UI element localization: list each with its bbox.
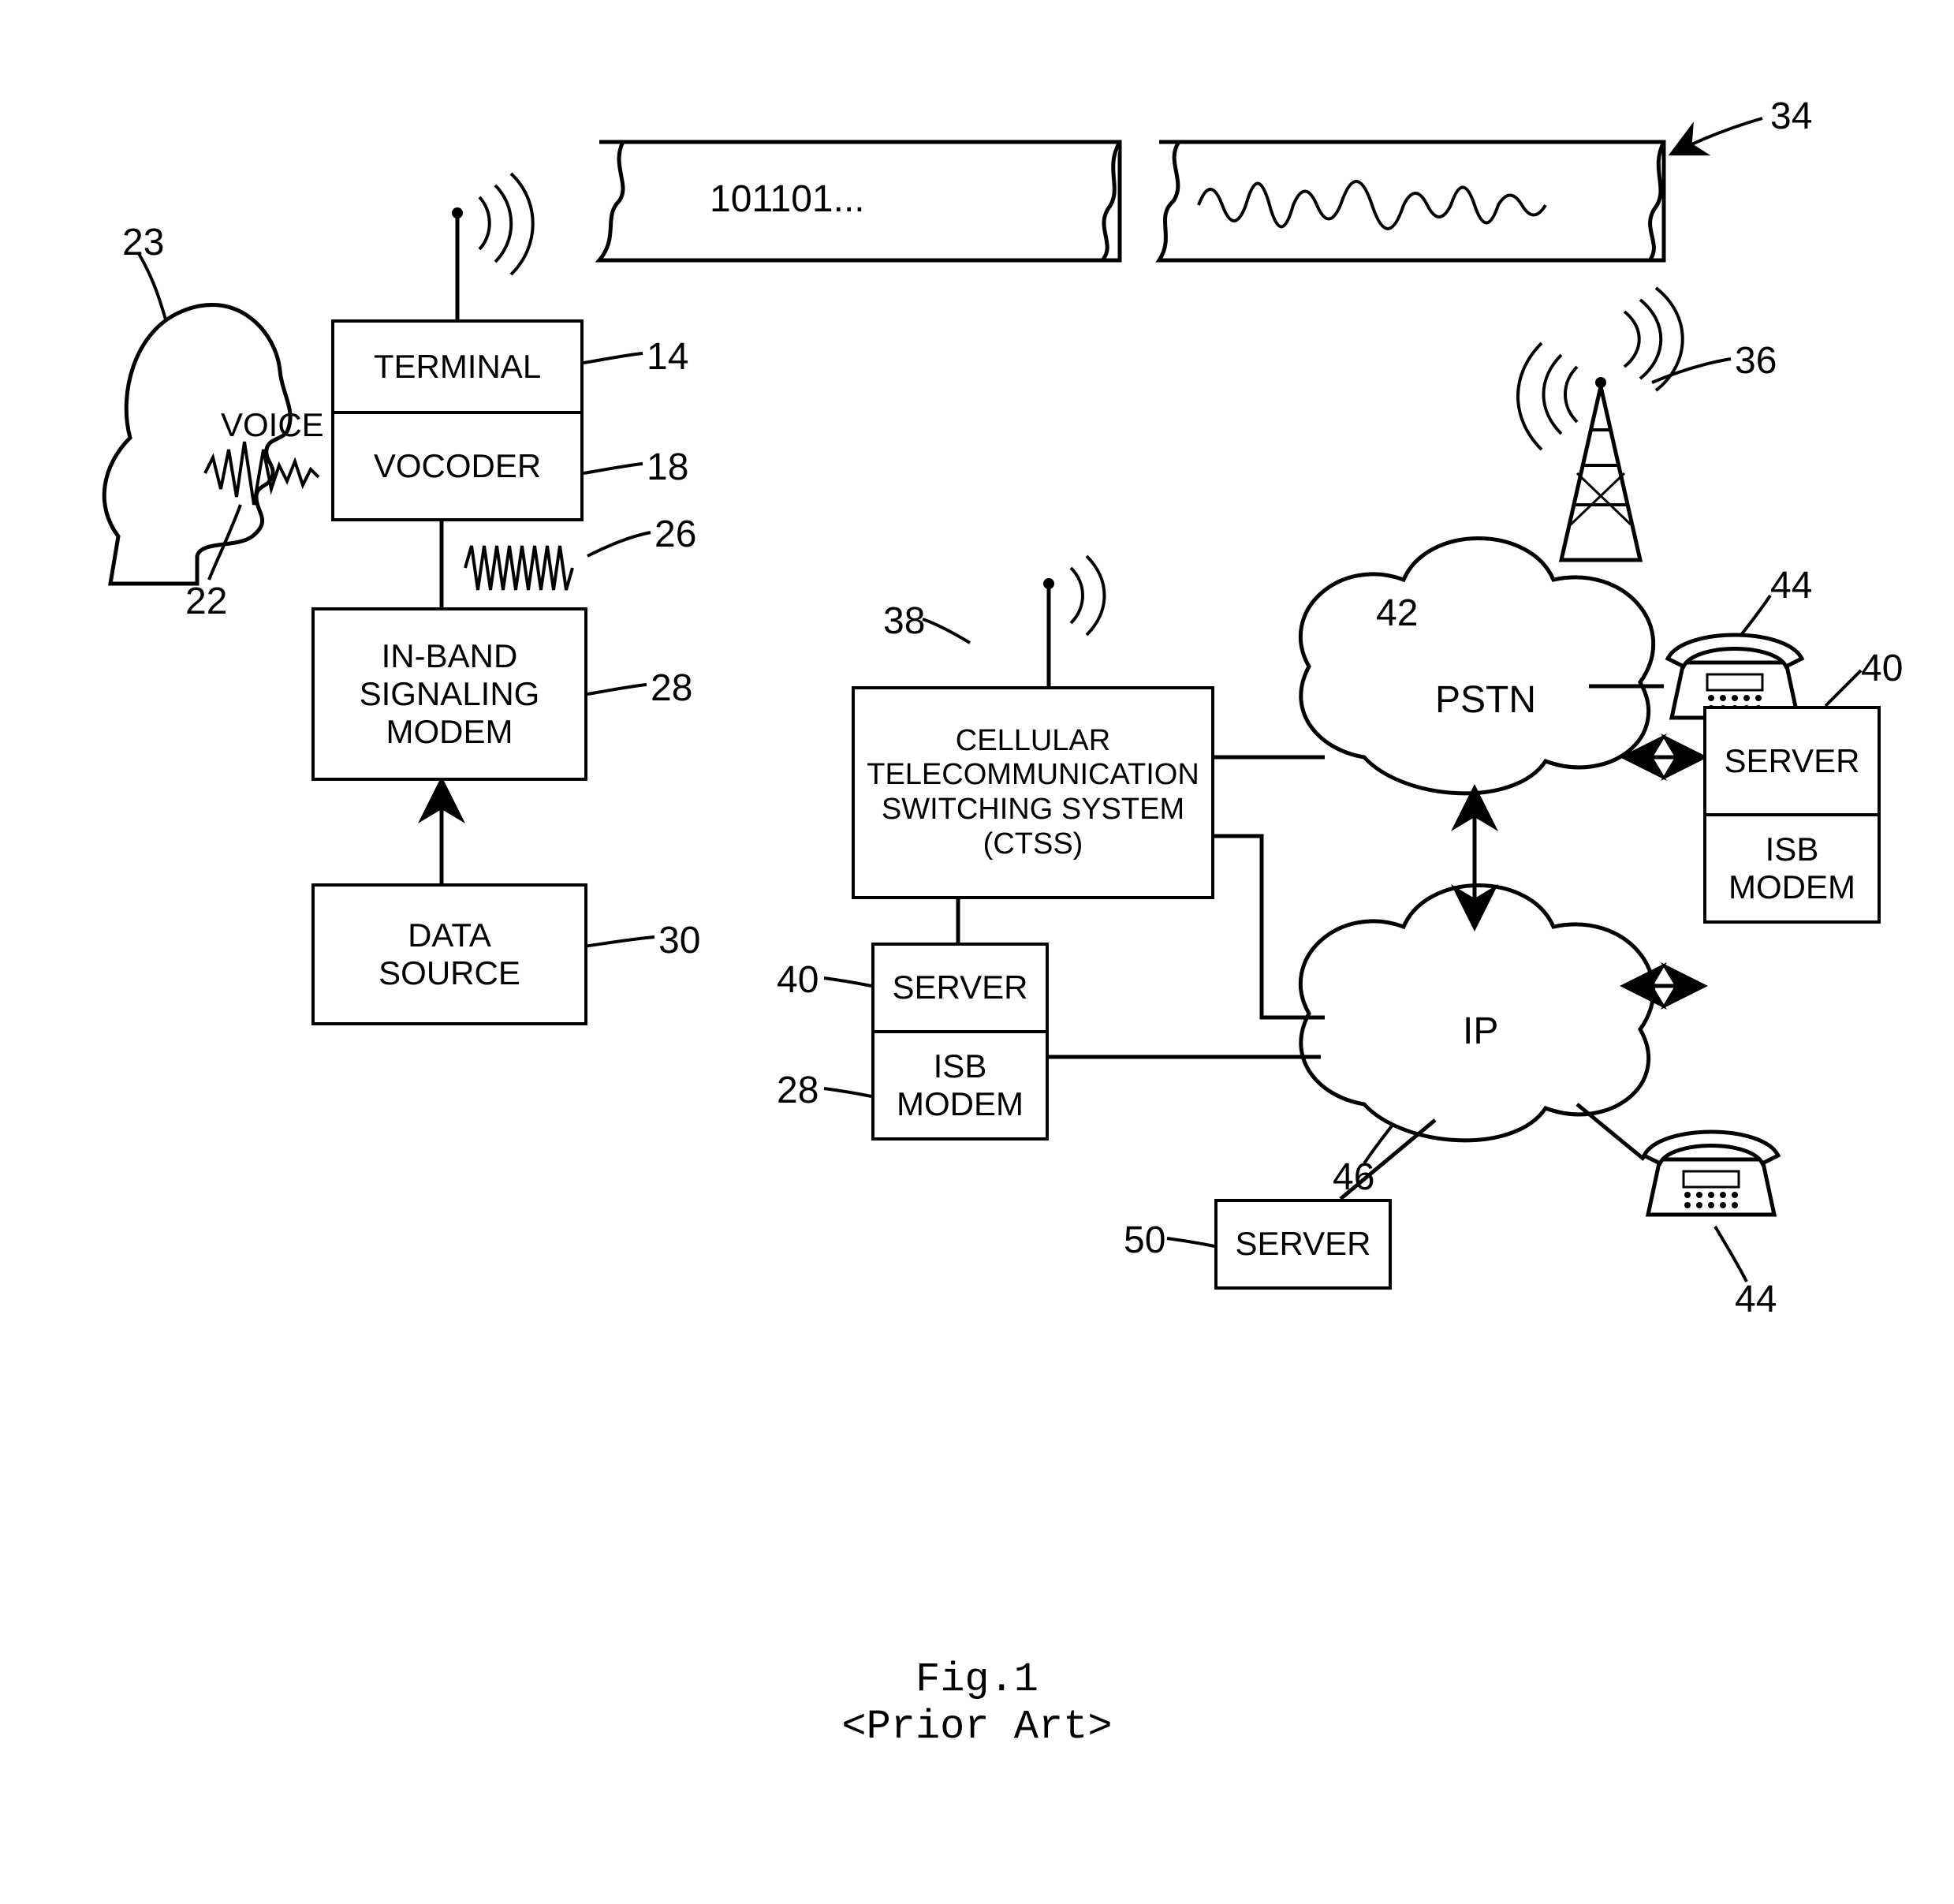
ip-text: IP — [1463, 1010, 1498, 1053]
modem-signal-icon — [465, 546, 572, 590]
server-bottom-box: SERVER — [1214, 1199, 1392, 1290]
terminal-antenna-icon — [452, 174, 533, 319]
figure-caption-2: <Prior Art> — [0, 1704, 1954, 1750]
ref-23: 23 — [122, 221, 164, 264]
server-left-box: SERVER — [871, 943, 1049, 1033]
ref-34: 34 — [1770, 95, 1812, 138]
ref-14: 14 — [647, 335, 688, 379]
server-left-label: SERVER — [893, 969, 1028, 1006]
inband-modem-label: IN-BAND SIGNALING MODEM — [360, 637, 540, 752]
telephone-bottom-icon — [1644, 1132, 1778, 1215]
data-source-label: DATA SOURCE — [378, 917, 520, 993]
isb-modem-left-box: ISB MODEM — [871, 1030, 1049, 1141]
ref-36: 36 — [1735, 339, 1777, 383]
pstn-cloud — [1300, 539, 1653, 793]
inband-modem-box: IN-BAND SIGNALING MODEM — [311, 607, 587, 781]
voice-text: VOICE — [221, 406, 324, 444]
stream-bits-text: 101101... — [710, 177, 865, 221]
ref-28: 28 — [651, 666, 692, 710]
ref-44-top: 44 — [1770, 564, 1812, 607]
ref-50: 50 — [1124, 1219, 1165, 1262]
isb-modem-right-box: ISB MODEM — [1703, 813, 1881, 924]
ref-30: 30 — [658, 919, 700, 962]
voice-waveform-icon — [205, 442, 319, 505]
isb-modem-left-label: ISB MODEM — [897, 1047, 1024, 1124]
ref-40-left: 40 — [777, 958, 819, 1002]
ref-46: 46 — [1333, 1155, 1374, 1199]
ref-26: 26 — [654, 513, 696, 556]
diagram-canvas: TERMINAL VOCODER IN-BAND SIGNALING MODEM… — [0, 0, 1954, 1904]
ref-28-left: 28 — [777, 1069, 819, 1112]
ref-22: 22 — [185, 580, 227, 623]
vocoder-box: VOCODER — [331, 411, 584, 521]
server-right-label: SERVER — [1725, 742, 1860, 780]
terminal-box: TERMINAL — [331, 319, 584, 414]
isb-modem-right-label: ISB MODEM — [1728, 831, 1855, 907]
ctss-box: CELLULAR TELECOMMUNICATION SWITCHING SYS… — [852, 686, 1214, 899]
server-right-box: SERVER — [1703, 706, 1881, 816]
ref-40-right: 40 — [1861, 647, 1903, 690]
head-icon — [104, 304, 290, 584]
server-bottom-label: SERVER — [1236, 1225, 1371, 1263]
cell-tower-icon — [1518, 288, 1683, 560]
ctss-label: CELLULAR TELECOMMUNICATION SWITCHING SYS… — [867, 724, 1199, 862]
pstn-text: PSTN — [1435, 678, 1536, 722]
ctss-antenna-icon — [1043, 556, 1105, 686]
data-source-box: DATA SOURCE — [311, 883, 587, 1025]
ref-44-bottom: 44 — [1735, 1278, 1777, 1321]
ref-38: 38 — [883, 599, 925, 643]
ref-42: 42 — [1376, 592, 1418, 635]
vocoder-label: VOCODER — [374, 447, 541, 485]
ref-18: 18 — [647, 446, 688, 489]
figure-caption-1: Fig.1 — [0, 1656, 1954, 1703]
terminal-label: TERMINAL — [374, 348, 541, 386]
